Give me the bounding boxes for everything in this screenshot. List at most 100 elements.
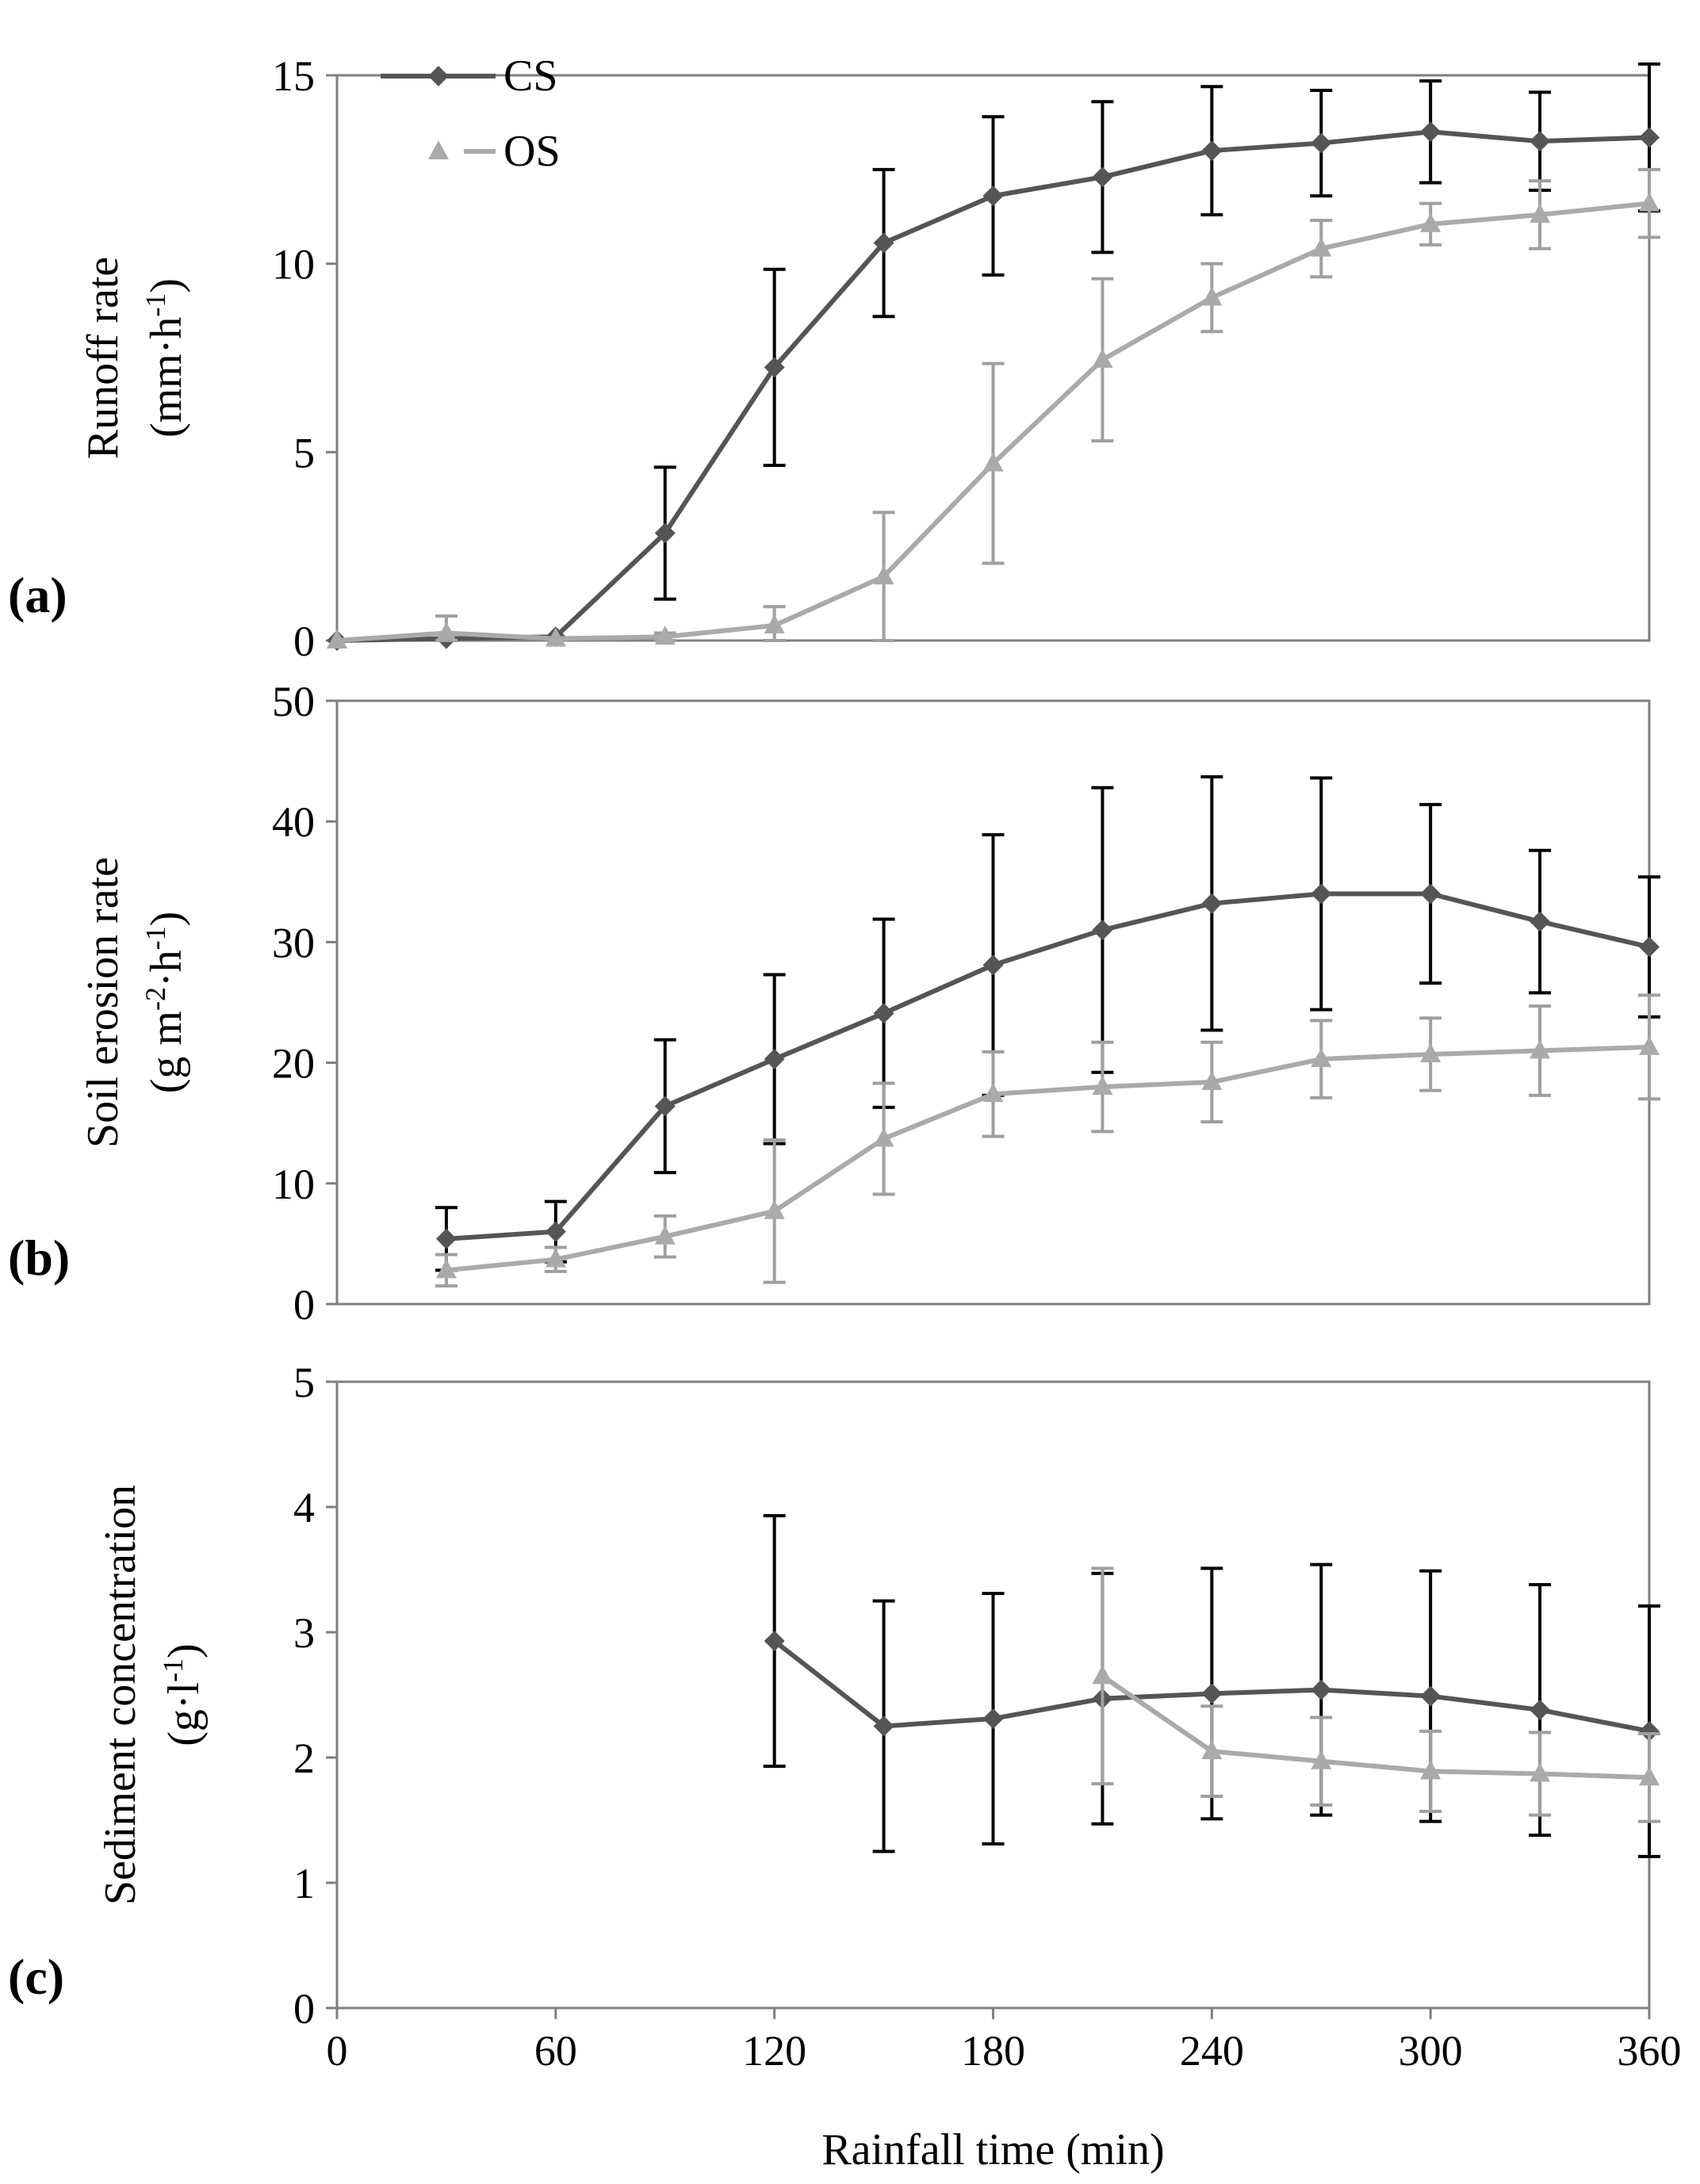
data-point-cs (1420, 1685, 1442, 1707)
y-tick-label: 3 (293, 1609, 315, 1657)
data-point-cs (982, 186, 1004, 207)
data-point-cs (1530, 1699, 1551, 1720)
y-unit-text: (g·l (159, 1682, 209, 1746)
series-os (435, 993, 1660, 1288)
y-unit-text: ·h (142, 950, 191, 987)
data-point-os (435, 622, 457, 641)
data-point-cs (1201, 140, 1223, 162)
legend-marker (428, 140, 449, 159)
x-tick-label: 120 (742, 2027, 806, 2075)
data-point-os (1530, 1039, 1551, 1059)
y-axis-title: Soil erosion rate (78, 857, 128, 1148)
data-point-os (982, 1083, 1004, 1103)
x-tick-label: 180 (961, 2027, 1025, 2075)
data-point-os (1092, 1076, 1113, 1096)
data-point-cs (873, 1003, 894, 1024)
series-line-os (1101, 1673, 1650, 1780)
data-point-os (1639, 1766, 1660, 1786)
data-point-os (764, 1199, 785, 1219)
data-point-os (1420, 212, 1442, 232)
plot-frame (335, 74, 1651, 642)
data-point-cs (764, 1049, 785, 1070)
y-tick-label: 1 (293, 1860, 315, 1907)
legend-marker (428, 66, 449, 86)
y-unit-exponent: -1 (140, 293, 171, 317)
panel-b: 0 10 20 30 40 50 Soil erosion rate (g m-2·h-1)(… (8, 678, 1660, 1329)
data-point-cs (1639, 1720, 1660, 1742)
data-point-os (1201, 1070, 1223, 1090)
y-tick-label: 50 (272, 678, 315, 725)
data-point-cs (1311, 1679, 1332, 1700)
panel-label: (c) (8, 1949, 64, 2005)
y-tick-label: 5 (293, 1359, 315, 1406)
y-tick-label: 2 (293, 1735, 315, 1782)
data-point-os (1092, 1665, 1113, 1685)
series-line-os (446, 1044, 1650, 1273)
data-point-cs (764, 357, 785, 378)
data-point-os (1311, 237, 1332, 257)
data-point-cs (1311, 883, 1332, 905)
series-cs (435, 775, 1660, 1272)
y-axis-title: Sediment concentration (96, 1485, 145, 1905)
data-point-cs (982, 954, 1004, 976)
data-point-os (873, 565, 894, 585)
y-axis-unit: (g m-2·h-1) (140, 912, 191, 1094)
data-point-os (764, 614, 785, 633)
y-unit-exponent: -1 (140, 926, 171, 950)
y-tick-label: 0 (293, 618, 315, 665)
x-tick-label: 300 (1399, 2027, 1463, 2075)
data-point-cs (1201, 893, 1223, 914)
data-point-cs (873, 1715, 894, 1737)
panel-label: (a) (8, 567, 67, 623)
y-unit-text: (mm·h (142, 317, 191, 438)
data-point-os (1530, 203, 1551, 223)
y-unit-exponent: -1 (157, 1658, 189, 1682)
data-point-os (1639, 192, 1660, 212)
data-point-cs (1201, 1683, 1223, 1704)
y-tick-label: 10 (272, 1161, 315, 1208)
data-point-os (873, 1127, 894, 1147)
data-point-cs (764, 1631, 785, 1652)
data-point-os (545, 1248, 566, 1268)
data-point-os (1639, 1035, 1660, 1055)
data-point-os (1201, 1740, 1223, 1760)
series-cs (763, 1514, 1660, 1858)
data-point-cs (654, 522, 676, 544)
data-point-os (327, 629, 347, 648)
data-point-cs (1092, 166, 1113, 188)
y-axis-title: Runoff rate (78, 257, 128, 460)
data-point-cs (1530, 131, 1551, 152)
y-tick-label: 40 (272, 798, 315, 846)
data-point-os (1530, 1762, 1551, 1782)
data-point-os (1092, 348, 1113, 368)
legend-label: CS (503, 52, 558, 101)
data-point-cs (982, 1708, 1004, 1730)
data-point-os (1311, 1750, 1332, 1769)
y-unit-text: ) (142, 278, 191, 293)
data-point-cs (1420, 121, 1442, 143)
x-tick-label: 60 (534, 2027, 577, 2075)
y-unit-text: (g m (142, 1011, 191, 1093)
x-tick-label: 240 (1180, 2027, 1244, 2075)
data-point-cs (435, 1228, 457, 1249)
y-axis-unit: (mm·h-1) (140, 278, 191, 438)
data-point-cs (545, 1221, 566, 1242)
y-tick-label: 5 (293, 429, 315, 476)
y-tick-label: 0 (293, 1281, 315, 1329)
data-point-os (982, 452, 1004, 472)
data-point-cs (873, 232, 894, 254)
data-point-os (1311, 1048, 1332, 1068)
data-point-cs (1311, 132, 1332, 154)
data-point-cs (1420, 883, 1442, 905)
y-tick-label: 30 (272, 919, 315, 966)
series-os (1091, 1566, 1660, 1823)
y-unit-text: ) (142, 912, 191, 927)
y-unit-text: ) (159, 1643, 209, 1658)
data-point-cs (1639, 936, 1660, 958)
data-point-os (545, 627, 566, 647)
y-tick-label: 20 (272, 1040, 315, 1088)
data-point-os (1420, 1760, 1442, 1780)
